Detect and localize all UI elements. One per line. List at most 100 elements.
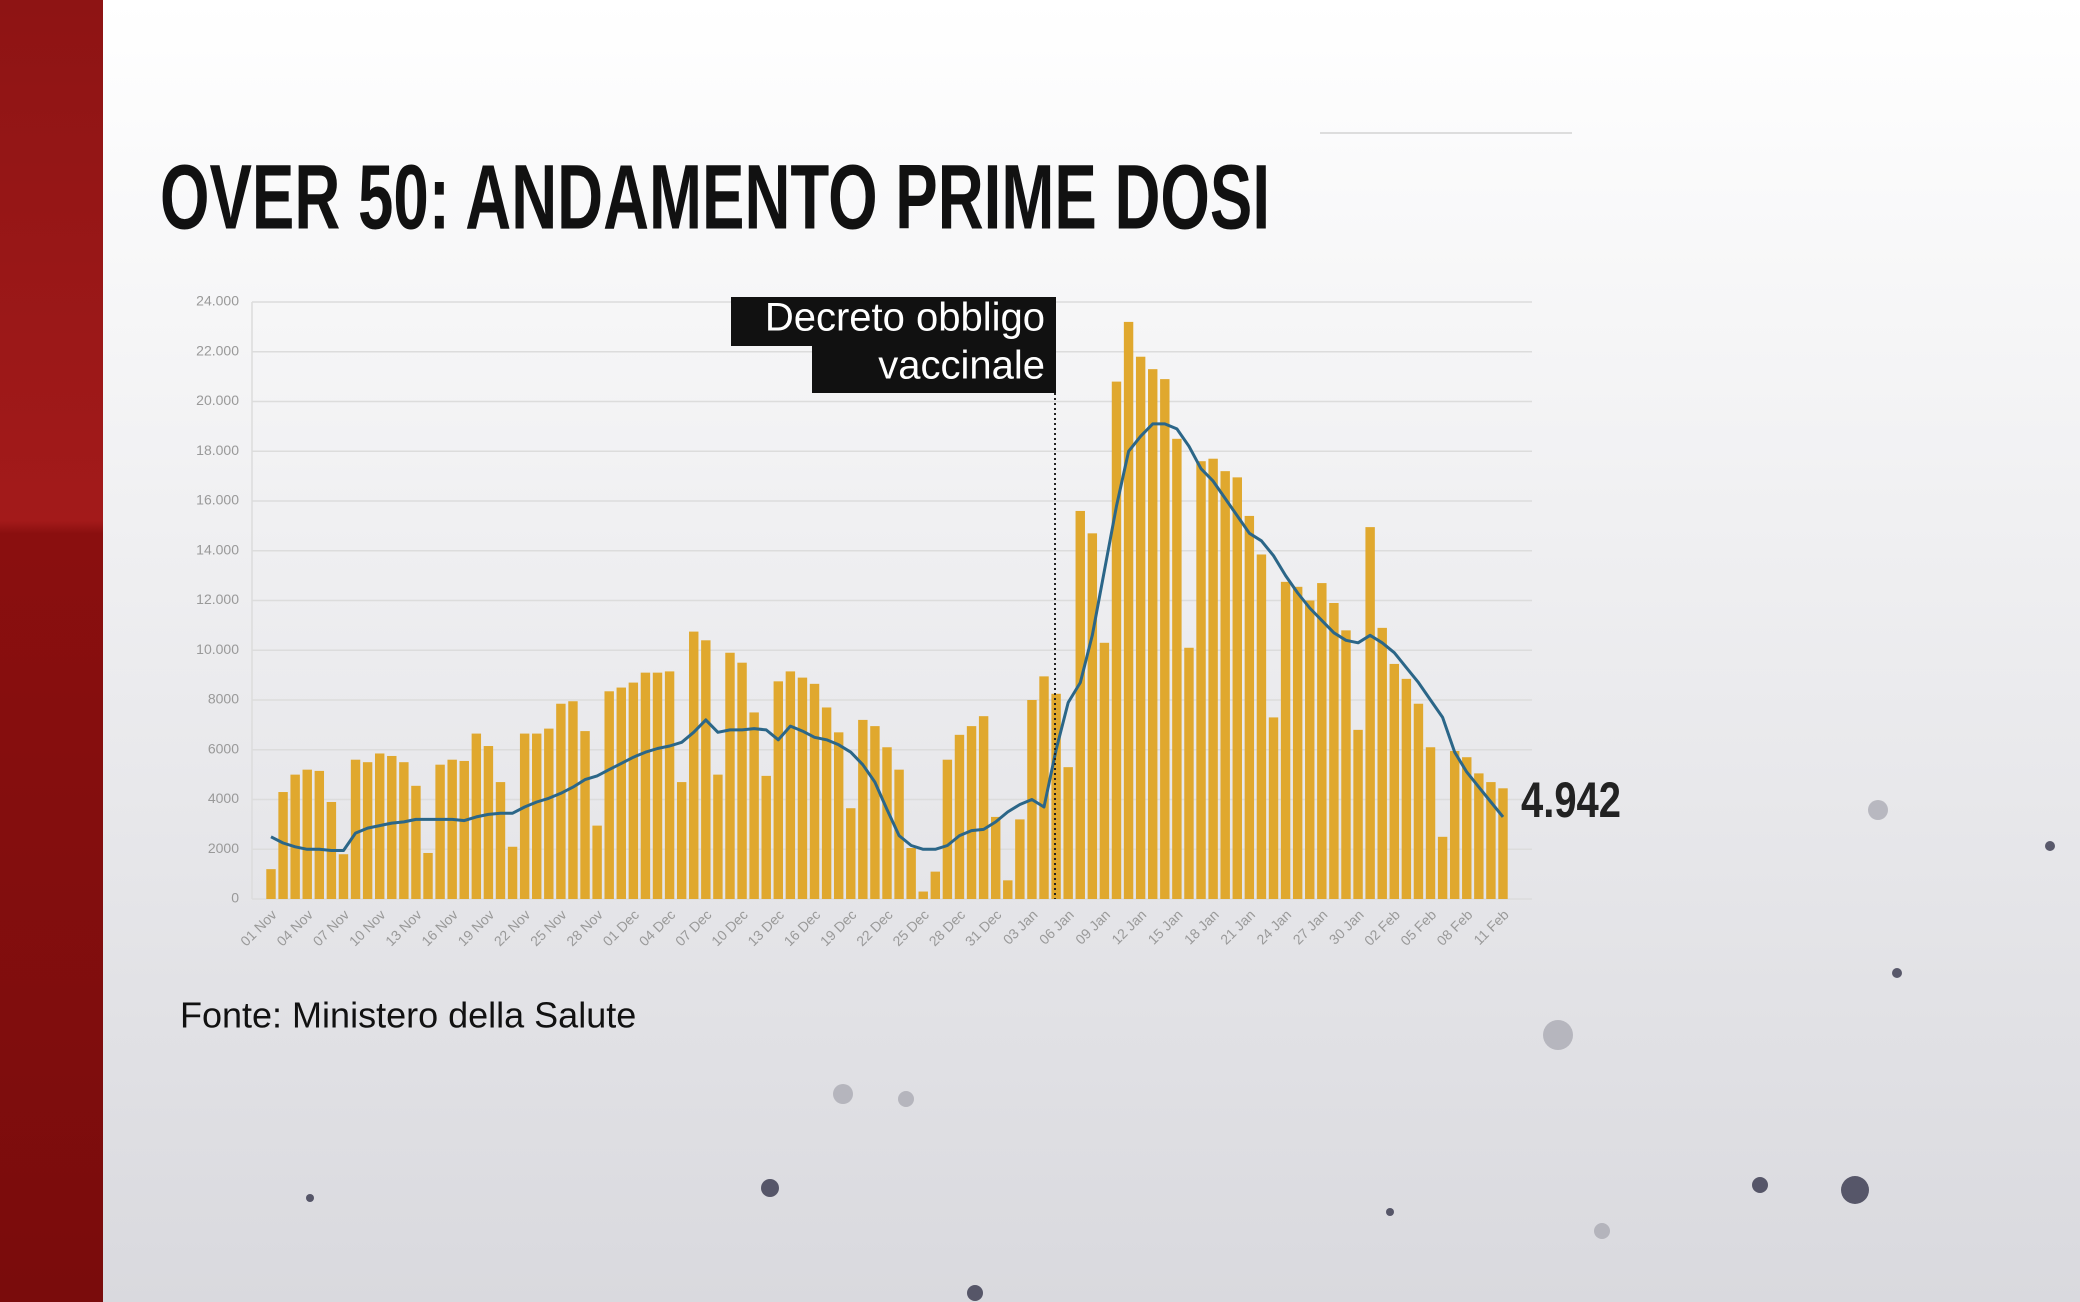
bar (628, 682, 639, 899)
bar (1099, 642, 1110, 899)
bar (616, 687, 626, 899)
bar (689, 631, 699, 899)
speckle (1594, 1223, 1610, 1239)
source: Fonte: Ministero della Salute (180, 995, 636, 1036)
y-tick-label: 4000 (208, 790, 239, 806)
y-tick-label: 22.000 (196, 342, 239, 358)
bar (1462, 757, 1472, 899)
bar (652, 672, 663, 899)
bar (568, 701, 578, 899)
bar (1341, 630, 1351, 899)
bar (749, 712, 759, 899)
bar (846, 808, 856, 899)
bar (954, 734, 965, 899)
trend-line (270, 422, 1505, 852)
speckle (1386, 1208, 1394, 1216)
bar (725, 652, 735, 899)
bar (532, 733, 542, 899)
bar (1437, 836, 1448, 899)
bar (314, 770, 325, 899)
bar (990, 816, 1001, 899)
bar (350, 759, 361, 899)
bar (459, 760, 469, 899)
bar (942, 759, 953, 899)
speckle (306, 1194, 314, 1202)
y-tick-label: 24.000 (196, 293, 239, 309)
side-band (0, 0, 103, 1302)
bar (882, 747, 892, 899)
bar (1135, 356, 1146, 900)
bar (495, 782, 506, 899)
bar (447, 759, 457, 899)
bar (1039, 676, 1049, 899)
bar (713, 774, 723, 899)
bar (423, 852, 433, 899)
bar (858, 719, 868, 899)
bar (507, 846, 518, 899)
bar (930, 871, 941, 899)
bar (278, 792, 288, 899)
bar (676, 782, 687, 899)
bar (1003, 880, 1013, 899)
y-tick-label: 10.000 (196, 641, 239, 657)
event-label: vaccinale (878, 344, 1045, 388)
bar (1317, 583, 1327, 899)
bar (266, 869, 276, 899)
y-tick-label: 0 (231, 890, 239, 906)
bar (1292, 586, 1303, 899)
bar (1389, 663, 1400, 899)
speckle (1752, 1177, 1768, 1193)
speckles (306, 841, 2055, 1301)
bar (1474, 773, 1484, 899)
bar (918, 891, 928, 899)
bar (1329, 602, 1339, 899)
bar (1305, 600, 1315, 899)
speckle (833, 1084, 853, 1104)
bar (556, 703, 566, 899)
speckle (1868, 800, 1888, 820)
bar (870, 726, 880, 899)
bar (399, 762, 409, 899)
bar (1208, 458, 1218, 899)
bar (1087, 533, 1098, 899)
bar (544, 728, 554, 899)
bar (519, 733, 530, 899)
bar (1268, 717, 1279, 899)
speckle (967, 1285, 983, 1301)
bar (978, 716, 989, 899)
bar (701, 640, 711, 899)
y-tick-label: 18.000 (196, 442, 239, 458)
bar (785, 671, 796, 899)
bar (640, 672, 651, 899)
bar (1413, 703, 1424, 899)
bar (1015, 819, 1025, 899)
speckle (1841, 1176, 1869, 1204)
bar (1498, 788, 1508, 899)
y-tick-label: 6000 (208, 740, 239, 756)
bar (387, 755, 397, 899)
bar (966, 726, 977, 899)
bar (797, 677, 808, 899)
bar (362, 762, 373, 899)
speckle (2045, 841, 2055, 851)
bar (821, 707, 832, 899)
chart-title: OVER 50: ANDAMENTO PRIME DOSI (160, 146, 1270, 248)
end-annotation: 4.942 (1521, 772, 1621, 828)
speckle (1892, 968, 1902, 978)
speckle (1543, 1020, 1573, 1050)
bar (1401, 678, 1412, 899)
bar (1063, 767, 1073, 899)
bar (1051, 693, 1061, 899)
bar (604, 691, 614, 899)
y-tick-label: 16.000 (196, 492, 239, 508)
y-tick-label: 14.000 (196, 541, 239, 557)
bar (1377, 627, 1387, 899)
bar (1486, 782, 1496, 899)
bar (1353, 729, 1363, 899)
event-box (731, 297, 1056, 346)
bar (1220, 471, 1230, 899)
bar (664, 671, 675, 899)
speckles-light (833, 800, 1888, 1239)
